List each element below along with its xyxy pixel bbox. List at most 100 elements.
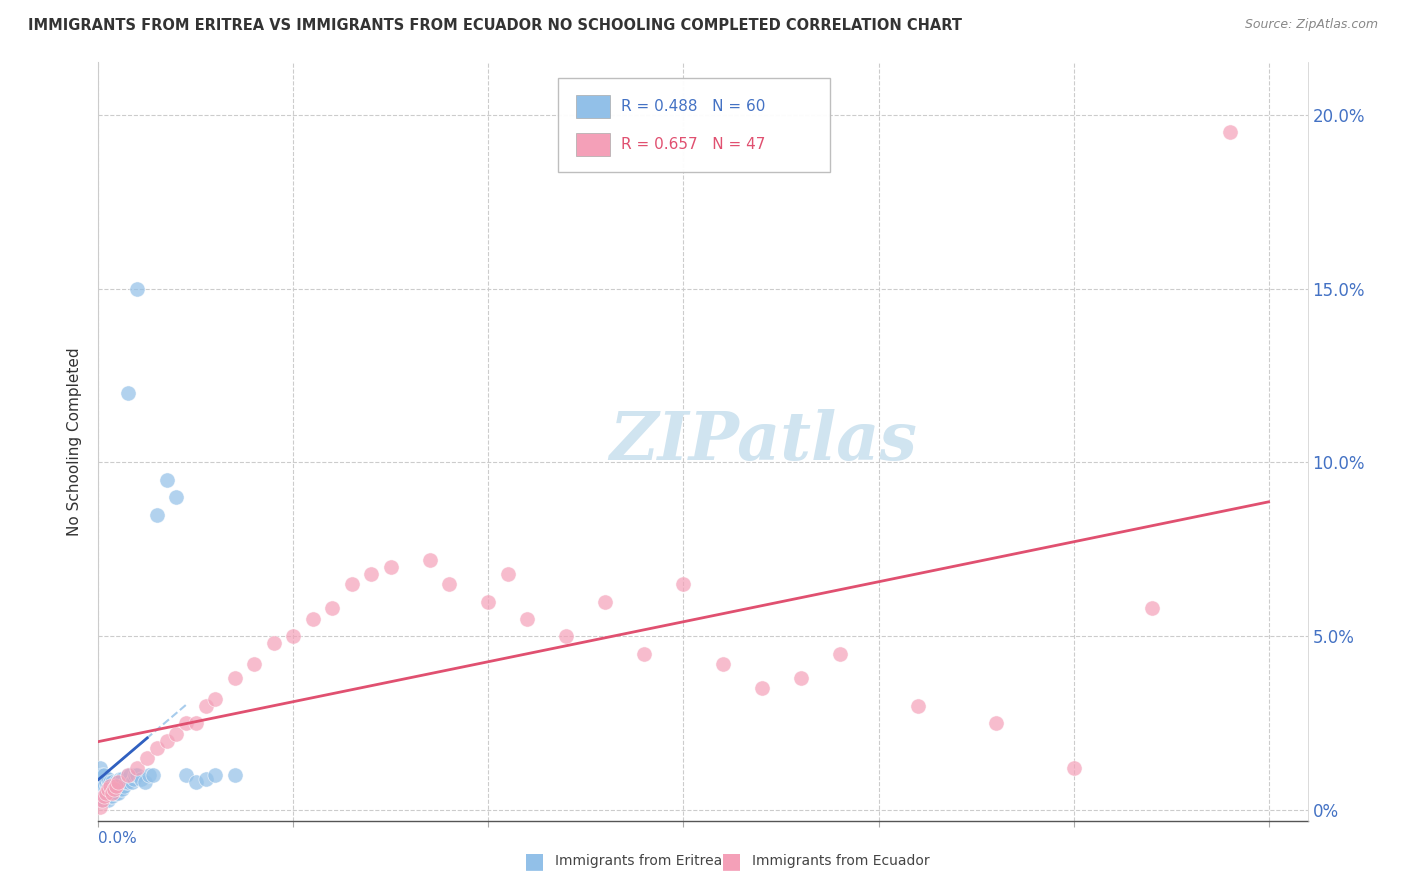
Point xyxy=(174,716,197,731)
Point xyxy=(302,612,325,626)
Point xyxy=(93,768,115,782)
Point xyxy=(91,779,114,793)
Point xyxy=(124,768,146,782)
Point xyxy=(91,793,114,807)
Point xyxy=(97,779,120,793)
Point xyxy=(96,789,118,804)
Point xyxy=(103,779,125,793)
Point xyxy=(101,789,124,804)
Point xyxy=(142,768,165,782)
Text: Immigrants from Eritrea: Immigrants from Eritrea xyxy=(555,854,723,868)
Point xyxy=(97,793,120,807)
Point xyxy=(96,775,118,789)
Point xyxy=(263,636,285,650)
Point xyxy=(98,789,121,804)
Point xyxy=(93,793,115,807)
Text: ZIPatlas: ZIPatlas xyxy=(610,409,917,474)
Point xyxy=(93,789,115,804)
Point xyxy=(360,566,382,581)
Point xyxy=(595,594,617,608)
Point xyxy=(751,681,773,696)
Text: R = 0.657   N = 47: R = 0.657 N = 47 xyxy=(621,136,765,152)
Point xyxy=(117,775,139,789)
Point xyxy=(496,566,519,581)
Point xyxy=(107,786,129,800)
Point xyxy=(984,716,1007,731)
Point xyxy=(165,727,187,741)
Point xyxy=(477,594,499,608)
Point xyxy=(321,601,343,615)
Point xyxy=(111,782,134,797)
Point xyxy=(672,577,695,591)
Point xyxy=(103,782,125,797)
Point xyxy=(184,716,207,731)
Point xyxy=(380,559,402,574)
Point xyxy=(107,775,129,789)
Text: ■: ■ xyxy=(524,851,544,871)
Point xyxy=(439,577,461,591)
Point xyxy=(224,768,246,782)
Point xyxy=(101,786,124,800)
Point xyxy=(91,786,114,800)
Point xyxy=(194,772,217,786)
Point xyxy=(89,786,111,800)
Point xyxy=(97,786,120,800)
FancyBboxPatch shape xyxy=(558,78,830,172)
FancyBboxPatch shape xyxy=(576,133,610,156)
Point xyxy=(146,740,169,755)
Point xyxy=(114,775,136,789)
Point xyxy=(96,786,118,800)
Point xyxy=(555,629,578,643)
Point xyxy=(516,612,538,626)
Text: ■: ■ xyxy=(721,851,741,871)
Point xyxy=(156,473,179,487)
Point xyxy=(89,779,111,793)
Point xyxy=(907,698,929,713)
Point xyxy=(108,782,131,797)
Point xyxy=(97,782,120,797)
Y-axis label: No Schooling Completed: No Schooling Completed xyxy=(67,347,83,536)
Text: Immigrants from Ecuador: Immigrants from Ecuador xyxy=(752,854,929,868)
Point xyxy=(89,799,111,814)
FancyBboxPatch shape xyxy=(576,95,610,118)
Point xyxy=(194,698,217,713)
Point xyxy=(112,779,135,793)
Point xyxy=(243,657,266,672)
Point xyxy=(104,779,127,793)
Point xyxy=(93,786,115,800)
Point xyxy=(91,793,114,807)
Point xyxy=(122,772,145,786)
Point xyxy=(633,647,655,661)
Point xyxy=(165,490,187,504)
Point xyxy=(1063,762,1085,776)
Point xyxy=(789,671,811,685)
Point xyxy=(340,577,363,591)
Point xyxy=(131,772,153,786)
Point xyxy=(204,692,226,706)
Point xyxy=(89,786,111,800)
Point xyxy=(118,768,141,782)
Point xyxy=(89,768,111,782)
Point xyxy=(91,768,114,782)
Point xyxy=(146,508,169,522)
Point xyxy=(283,629,305,643)
Point xyxy=(107,775,129,789)
Point xyxy=(419,553,441,567)
Point xyxy=(101,775,124,789)
Text: R = 0.488   N = 60: R = 0.488 N = 60 xyxy=(621,99,765,114)
Point xyxy=(1140,601,1163,615)
Point xyxy=(224,671,246,685)
Point xyxy=(174,768,197,782)
Point xyxy=(138,768,160,782)
Point xyxy=(204,768,226,782)
Point xyxy=(136,751,159,765)
Point xyxy=(127,762,149,776)
Point xyxy=(96,782,118,797)
Point xyxy=(117,768,139,782)
Point xyxy=(104,775,127,789)
Point xyxy=(117,385,139,400)
Point xyxy=(104,786,127,800)
Point xyxy=(111,772,134,786)
Point xyxy=(108,772,131,786)
Text: Source: ZipAtlas.com: Source: ZipAtlas.com xyxy=(1244,18,1378,31)
